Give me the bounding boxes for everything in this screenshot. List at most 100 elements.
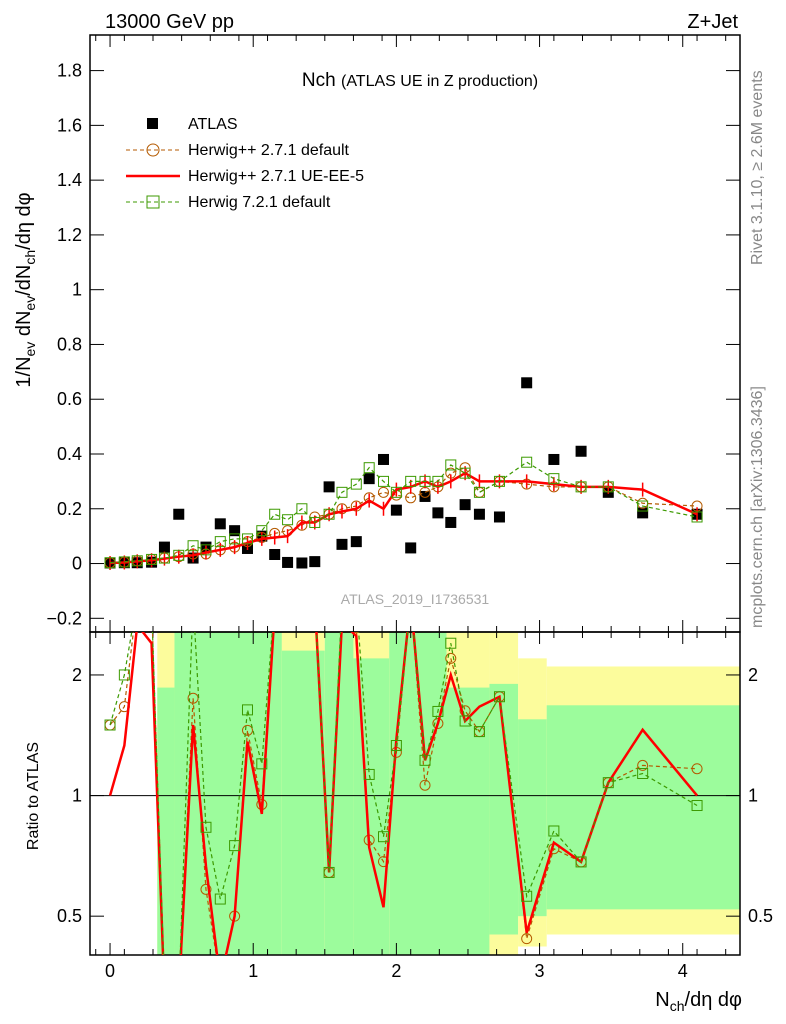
- chart-title: Nch (ATLAS UE in Z production): [302, 70, 538, 91]
- ratio-y-label: Ratio to ATLAS: [25, 742, 42, 850]
- ratio-frame: [89, 631, 741, 956]
- ratio-point: [419, 779, 431, 791]
- data-point: [459, 499, 471, 511]
- y-tick-label: 1.2: [57, 225, 82, 245]
- side-text-rivet: Rivet 3.1.10, ≥ 2.6M events: [749, 70, 766, 265]
- ratio-point: [602, 777, 614, 789]
- data-point: [350, 536, 362, 548]
- data-point: [445, 459, 457, 471]
- ratio-band-inner: [281, 650, 325, 955]
- data-point: [432, 475, 444, 487]
- data-point: [419, 475, 431, 487]
- data-point: [336, 486, 348, 498]
- legend-label: Herwig++ 2.7.1 UE-EE-5: [188, 168, 364, 185]
- series-layer: [104, 377, 703, 999]
- ratio-point: [691, 763, 703, 775]
- data-point: [521, 377, 533, 389]
- ratio-point: [132, 595, 142, 605]
- ratio-point: [378, 856, 390, 868]
- data-point: [493, 475, 505, 487]
- data-point: [363, 473, 375, 485]
- legend-label: Herwig 7.2.1 default: [188, 194, 331, 211]
- data-point: [602, 481, 614, 493]
- x-tick-label: 1: [248, 961, 258, 981]
- data-point: [158, 541, 170, 553]
- legend-label: ATLAS: [188, 116, 238, 133]
- y-tick-label: 0.6: [57, 389, 82, 409]
- data-point: [229, 533, 241, 545]
- data-point: [214, 536, 226, 548]
- ratio-point: [241, 704, 253, 716]
- data-point: [575, 481, 587, 493]
- legend: ATLAS Herwig++ 2.7.1 default Herwig++ 2.…: [126, 116, 364, 211]
- ratio-point: [188, 595, 198, 605]
- data-point: [419, 490, 431, 502]
- ratio-point: [104, 719, 116, 731]
- data-point: [214, 518, 226, 530]
- data-point: [118, 556, 130, 568]
- data-point: [637, 500, 649, 512]
- ratio-band-inner: [353, 658, 390, 955]
- ratio-point: [174, 989, 184, 999]
- data-point: [390, 486, 402, 498]
- data-point: [200, 544, 212, 556]
- data-point: [445, 516, 457, 528]
- ratio-point: [214, 893, 226, 905]
- ratio-point: [445, 652, 457, 664]
- legend-marker-herwigpp-default: [146, 143, 160, 157]
- ratio-point: [459, 715, 471, 727]
- ratio-point: [229, 840, 241, 852]
- y-tick-label: 0: [72, 554, 82, 574]
- ratio-point: [132, 595, 142, 605]
- ratio-point: [147, 599, 157, 609]
- data-point: [296, 557, 308, 569]
- ratio-band-inner: [546, 705, 740, 910]
- data-point: [548, 473, 560, 485]
- y-axis-label: 1/Nev dNev/dNch/dη dφ: [13, 192, 38, 387]
- series-1: [104, 462, 703, 569]
- data-point: [336, 538, 348, 550]
- x-tick-label: 0: [105, 961, 115, 981]
- data-point: [473, 508, 485, 520]
- ratio-line: [108, 632, 699, 955]
- ratio-point: [445, 637, 457, 649]
- data-point: [323, 481, 335, 493]
- data-point: [282, 514, 294, 526]
- ratio-y-tick-label: 0.5: [57, 906, 82, 926]
- legend-marker-atlas: [147, 118, 158, 129]
- y-tick-label: 0.2: [57, 499, 82, 519]
- ratio-line: [109, 632, 698, 955]
- ratio-point: [147, 599, 157, 609]
- data-point: [146, 553, 158, 565]
- watermark: ATLAS_2019_I1736531: [341, 591, 490, 607]
- data-point: [282, 556, 294, 568]
- ratio-point: [310, 595, 320, 605]
- data-point: [378, 475, 390, 487]
- data-point: [405, 475, 417, 487]
- ratio-y-tick-label-right: 2: [748, 665, 758, 685]
- data-point: [173, 508, 185, 520]
- ratio-point: [200, 883, 212, 895]
- y-tick-label: −0.2: [46, 608, 82, 628]
- ratio-point: [473, 726, 485, 738]
- data-point: [378, 486, 390, 498]
- y-tick-label: 1.6: [57, 115, 82, 135]
- ratio-band-inner: [157, 687, 175, 955]
- ratio-point: [521, 933, 533, 945]
- header-right: Z+Jet: [687, 11, 738, 33]
- ratio-y-tick-label-right: 1: [748, 786, 758, 806]
- ratio-y-tick-label: 1: [72, 786, 82, 806]
- ratio-point: [283, 595, 293, 605]
- ratio-point: [575, 856, 587, 868]
- y-tick-label: 1.4: [57, 170, 82, 190]
- data-point: [309, 516, 321, 528]
- ratio-point: [378, 831, 390, 843]
- ratio-point: [323, 866, 335, 878]
- ratio-point: [432, 705, 444, 717]
- y-tick-label: 0.4: [57, 444, 82, 464]
- data-point: [575, 445, 587, 457]
- data-point: [158, 552, 170, 564]
- ratio-band-inner: [489, 683, 519, 935]
- data-point: [269, 548, 281, 560]
